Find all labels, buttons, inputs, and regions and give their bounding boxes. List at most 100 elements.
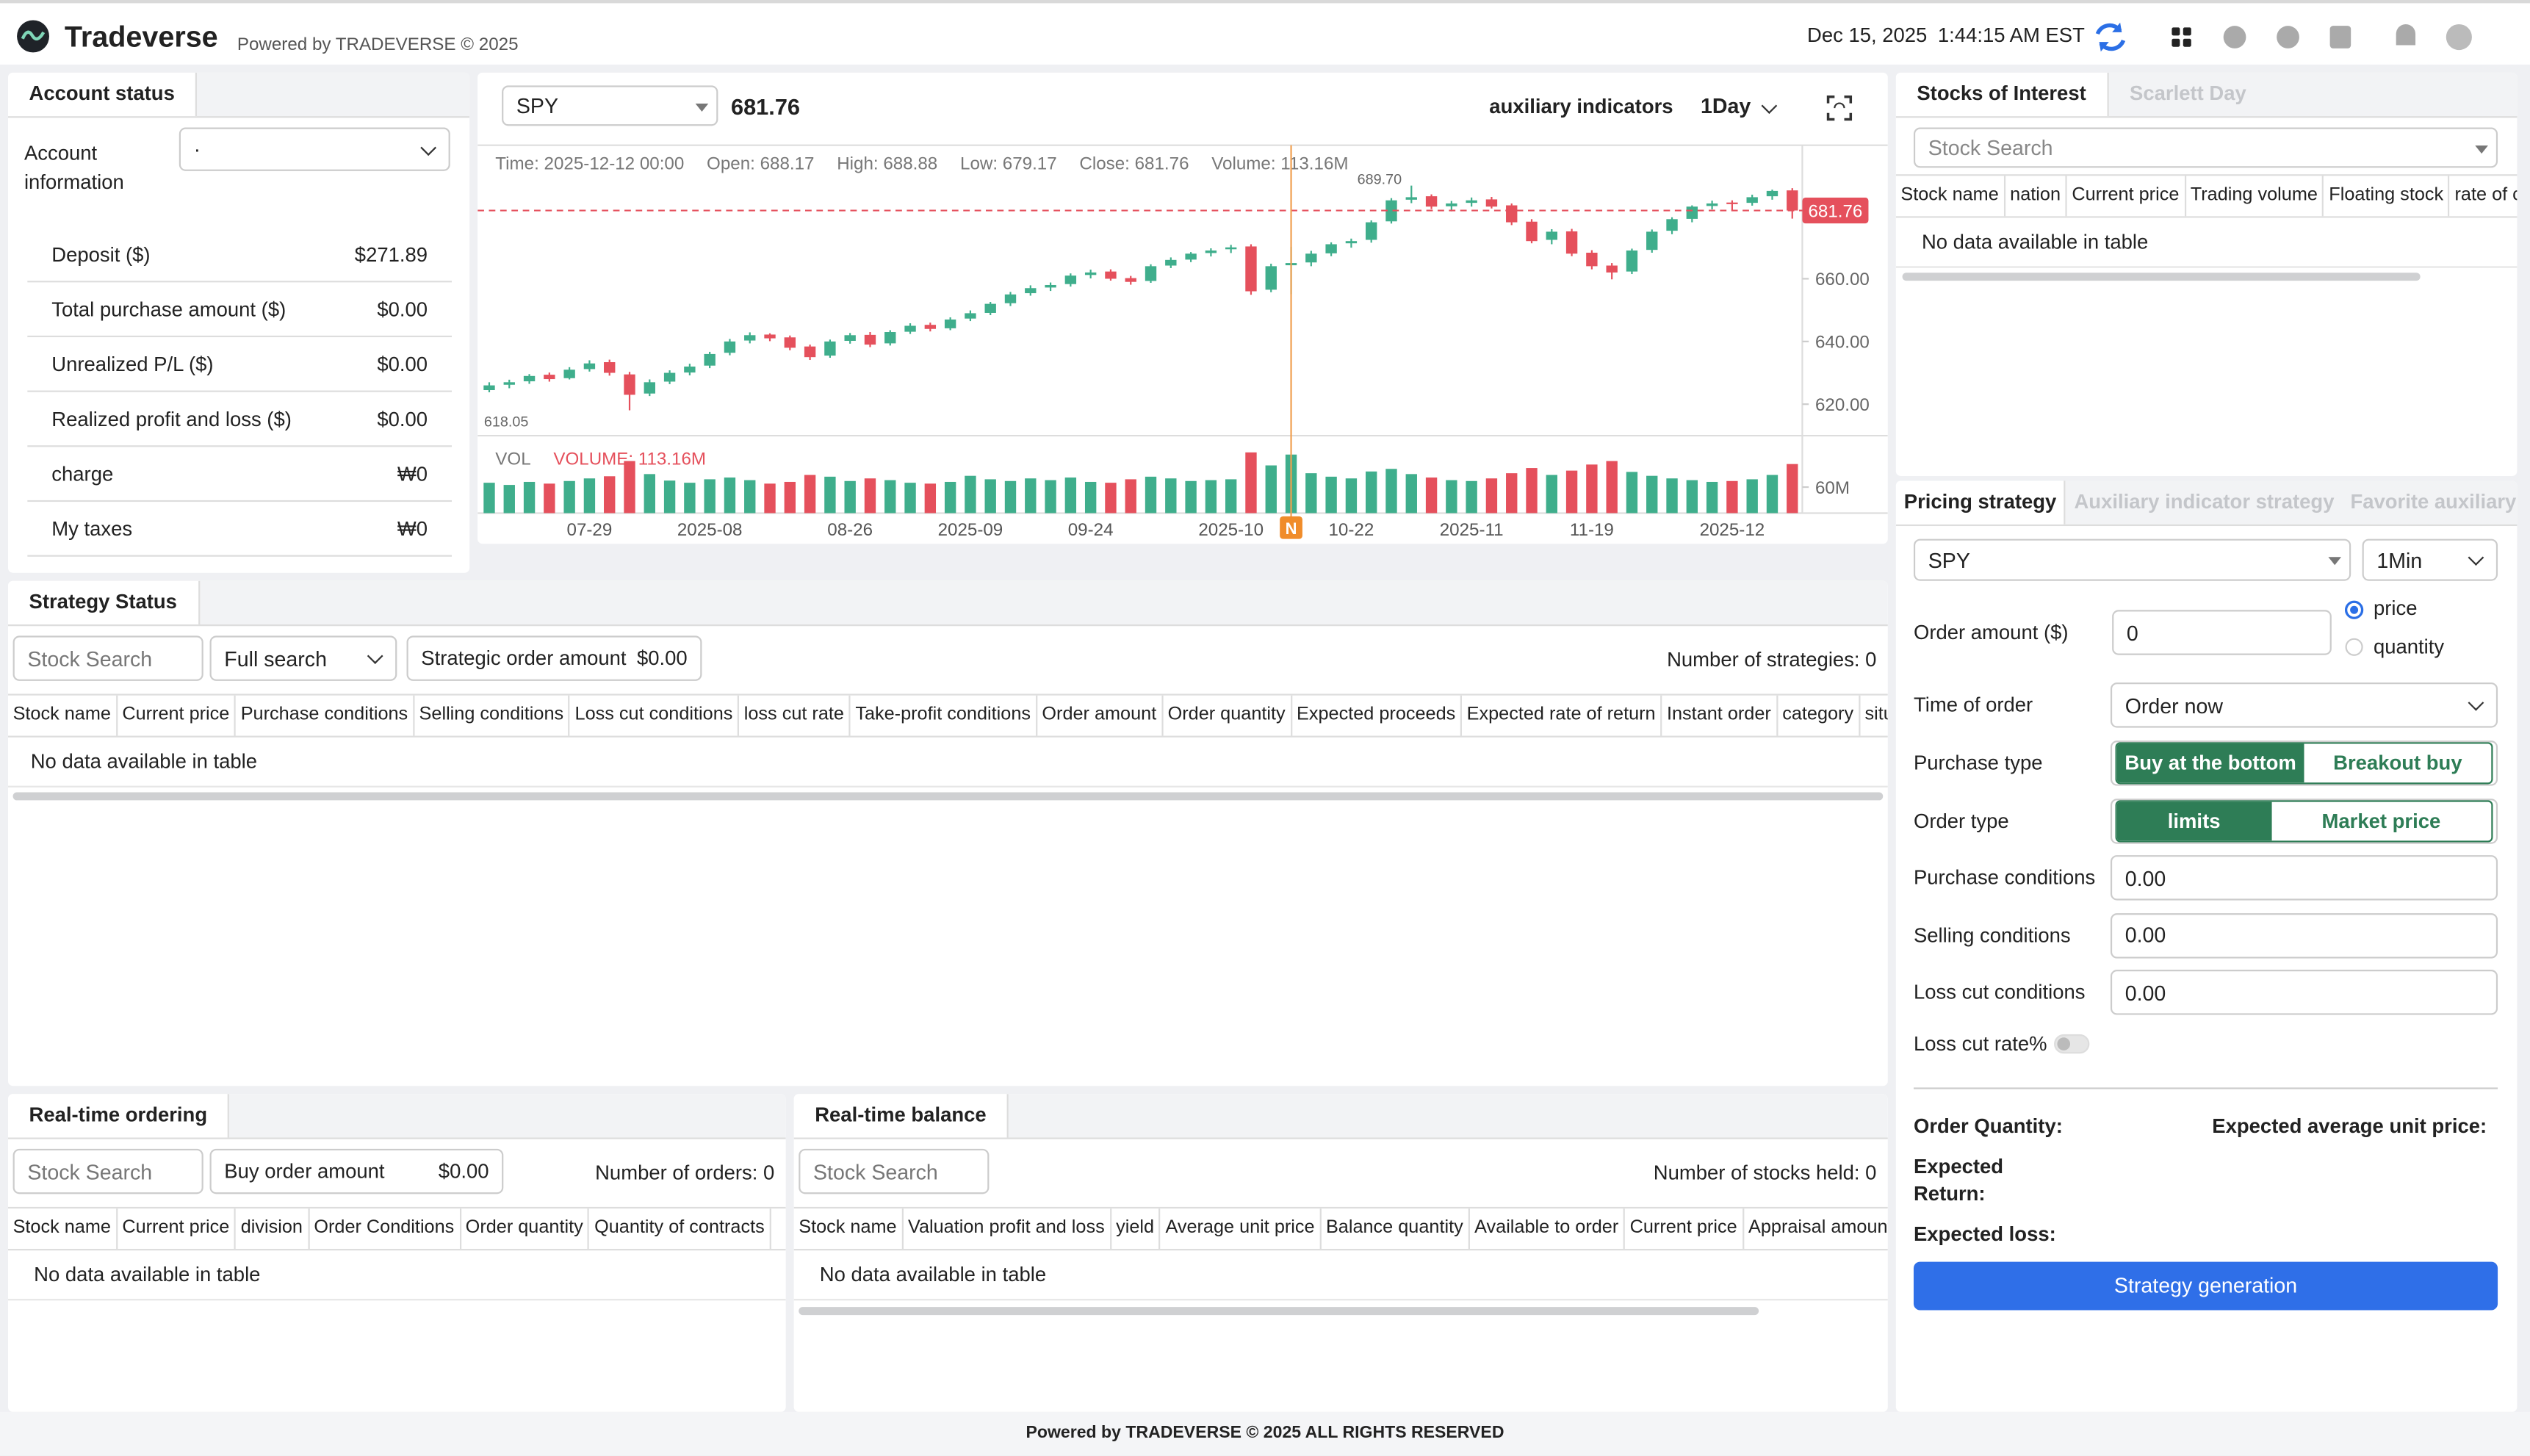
column-header[interactable]: Appraisal amount [1743,1208,1888,1249]
fullscreen-icon[interactable] [1826,95,1853,121]
tab[interactable]: Stocks of Interest [1895,72,2109,117]
column-header[interactable]: Order quantity [1163,695,1292,736]
column-header[interactable]: division [236,1208,309,1250]
column-header[interactable]: yield [1111,1208,1161,1250]
bell-icon[interactable] [2396,24,2416,46]
tab[interactable]: Real-time balance [793,1094,1009,1138]
input-value: 0.00 [2124,865,2166,890]
scrollbar[interactable] [12,792,1884,801]
candle-body [544,375,555,380]
condition-input[interactable]: 0.00 [2110,912,2498,958]
column-header[interactable]: Instant order [1662,695,1778,736]
column-header[interactable]: Stock name [794,1208,904,1250]
volume-bar [764,483,776,513]
column-header[interactable]: Expected proceeds [1291,695,1463,736]
volume-bar [1045,480,1056,513]
tab[interactable]: Real-time ordering [7,1094,230,1138]
column-header[interactable]: Stock name [1896,176,2005,217]
filter-select[interactable]: Full search [209,635,397,681]
field-label: Order type [1913,810,2009,833]
column-header[interactable]: Selling conditions [414,695,570,736]
toggle-option[interactable]: limits [2116,801,2271,841]
column-header[interactable]: Order amount [1037,695,1164,736]
toggle-option[interactable]: Buy at the bottom [2116,743,2304,783]
column-header[interactable]: Average unit price [1161,1208,1322,1250]
chart-icon[interactable] [2223,26,2246,48]
candle-body [884,332,896,344]
x-tick-label: 09-24 [1068,520,1114,540]
column-header[interactable]: Trading volume [2185,176,2324,217]
grid-icon[interactable] [2172,27,2191,47]
tab[interactable]: Auxiliary indicator strategy [2074,490,2335,513]
column-header[interactable]: Current price [1625,1208,1744,1250]
tab[interactable]: Pricing strategy [1895,480,2066,525]
x-tick-label: 07-29 [567,520,613,540]
volume-bar [1265,465,1277,513]
column-header[interactable]: Quantity of contracts [590,1208,771,1250]
interval-select[interactable]: 1Day [1701,93,1751,118]
column-header[interactable]: Current price [118,1208,237,1250]
row-label: charge [51,463,114,486]
volume-bar [1325,476,1337,513]
column-header[interactable]: Stock name [8,1208,118,1250]
radio[interactable] [2345,638,2363,656]
interest-panel: Stocks of Interest Scarlett Day Stock Sea… [1895,72,2518,476]
column-header[interactable]: situation [1860,696,1887,736]
avatar[interactable] [2446,24,2472,51]
volume-bar [1706,481,1718,513]
column-header[interactable]: Available to order [1470,1208,1626,1250]
logo-text[interactable]: Tradeverse [64,21,218,54]
column-header[interactable]: Expected rate of return [1462,695,1662,736]
condition-input[interactable]: 0.00 [2110,855,2498,901]
table-header: Stock name nation Current price Trading vol… [1895,174,2518,218]
tab[interactable]: Favorite auxiliary indic [2350,490,2517,513]
scrollbar[interactable] [1902,273,2421,281]
column-header[interactable]: Order Conditions [309,1208,461,1250]
volume-bar [1125,479,1136,513]
column-header[interactable]: Floating stock [2324,176,2450,217]
ordering-panel: Real-time ordering Stock Search Buy orde… [7,1094,786,1412]
column-header[interactable]: Current price [2067,176,2186,217]
calc-icon[interactable] [2329,26,2351,48]
column-header[interactable]: Balance quantity [1321,1208,1470,1250]
symbol-select[interactable]: SPY [1913,538,2351,581]
holding-count: Number of stocks held: 0 [1653,1161,1877,1185]
column-header[interactable]: category [1778,695,1860,736]
tab[interactable]: Account status [7,72,198,117]
aux-indicators[interactable]: auxiliary indicators [1489,95,1673,118]
column-header[interactable]: loss cut rate [739,695,851,736]
column-header[interactable]: nation [2005,176,2067,217]
toggle-option[interactable]: Market price [2321,810,2441,833]
column-header[interactable]: Loss cut conditions [570,695,740,736]
ohlc-text: Volume: 113.16M [1211,154,1349,175]
time-select[interactable]: Order now [2110,682,2498,728]
tab[interactable]: Strategy Status [7,580,200,625]
column-header[interactable]: rate of cha [2450,176,2518,216]
column-header[interactable]: Current price [118,695,237,736]
tab[interactable]: Scarlett Day [2130,82,2246,105]
candle-body [1265,266,1277,290]
refresh-icon[interactable] [2095,22,2126,52]
column-header[interactable]: Take-profit conditions [851,695,1037,736]
column-header[interactable]: Order quantity [461,1208,590,1250]
column-header[interactable]: Valuation profit and loss [903,1208,1111,1250]
symbol-select[interactable]: SPY [502,85,718,126]
account-rows: Deposit ($) $271.89 Total purchase amount … [27,228,453,557]
stock-search[interactable]: Stock Search [799,1148,990,1194]
condition-input[interactable]: 0.00 [2110,970,2498,1015]
switch[interactable] [2054,1034,2090,1054]
order-amount-input[interactable]: 0 [2112,610,2332,655]
stock-search[interactable]: Stock Search [1913,127,2498,168]
scrollbar[interactable] [799,1307,1759,1316]
interval-select[interactable]: 1Min [2362,538,2498,581]
check-icon[interactable] [2277,26,2299,48]
stock-search[interactable]: Stock Search [12,635,203,681]
toggle-option[interactable]: Breakout buy [2333,752,2462,775]
candle-body [784,337,796,348]
strategy-button[interactable]: Strategy generation [1913,1261,2498,1311]
ohlc-text: High: 688.88 [837,154,938,175]
column-header[interactable]: Purchase conditions [236,695,414,736]
column-header[interactable]: Stock name [8,695,118,736]
account-select[interactable]: · [179,127,450,171]
stock-search[interactable]: Stock Search [12,1148,203,1194]
